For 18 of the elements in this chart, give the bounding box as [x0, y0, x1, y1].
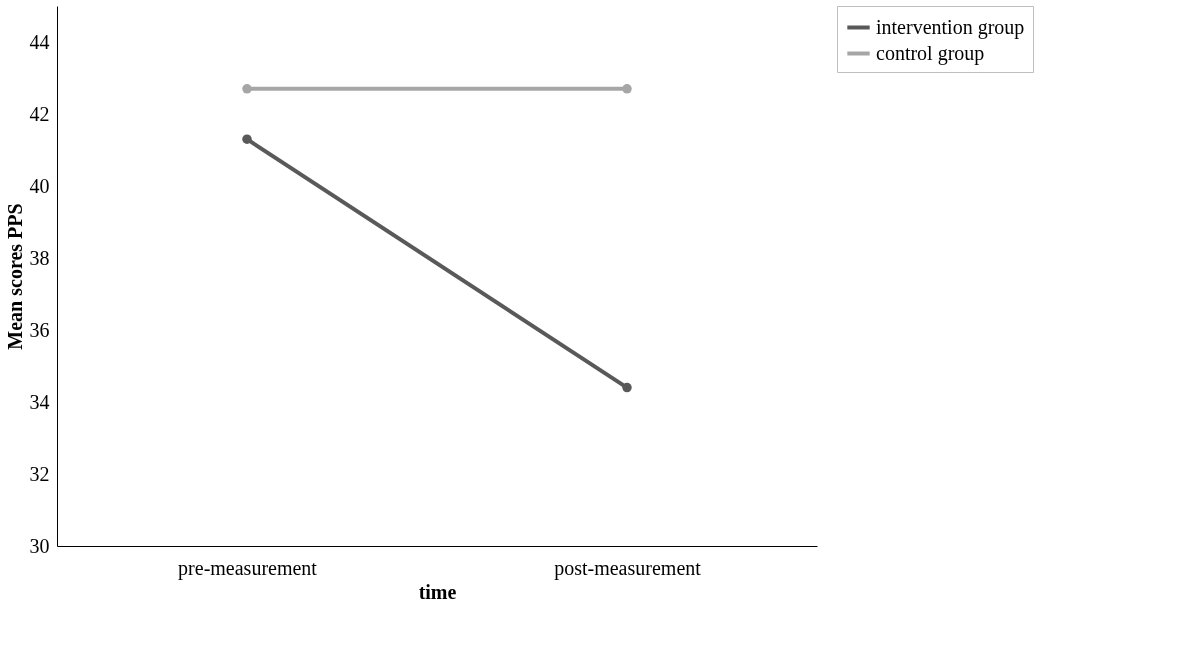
y-tick-label: 44	[29, 30, 50, 53]
y-tick-label: 34	[29, 390, 50, 413]
y-tick-label: 38	[29, 246, 50, 269]
y-tick-label: 40	[29, 174, 50, 197]
y-tick-label: 30	[29, 534, 50, 557]
point	[622, 382, 632, 393]
y-tick-label: 42	[29, 102, 50, 125]
point	[622, 84, 632, 94]
point	[242, 84, 252, 94]
x-axis-title: time	[418, 580, 457, 603]
point	[242, 134, 252, 144]
y-tick-label: 32	[29, 462, 50, 485]
legend-label: intervention group	[876, 15, 1025, 39]
legend-label: control group	[876, 41, 985, 65]
y-axis-title: Mean scores PPS	[3, 203, 26, 350]
x-tick-label: post-measurement	[554, 556, 702, 580]
x-tick-label: pre-measurement	[178, 556, 318, 580]
y-tick-label: 36	[29, 318, 50, 341]
